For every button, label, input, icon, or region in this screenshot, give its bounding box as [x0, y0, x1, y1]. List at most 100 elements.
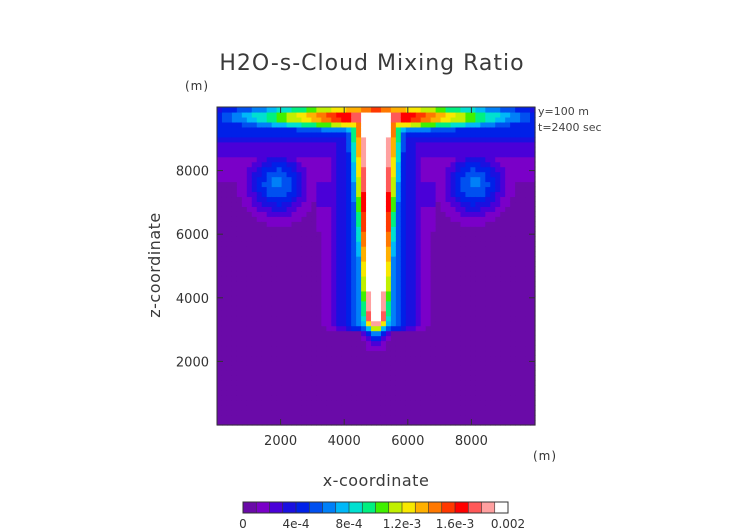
heatmap-cell — [385, 395, 392, 401]
heatmap-cell — [470, 290, 476, 297]
heatmap-cell — [390, 290, 397, 297]
heatmap-cell — [425, 335, 432, 342]
heatmap-cell — [495, 216, 501, 222]
heatmap-cell — [336, 116, 342, 123]
heatmap-cell — [445, 121, 452, 128]
heatmap-cell — [505, 231, 511, 237]
heatmap-cell — [261, 275, 268, 282]
x-unit-label: (m) — [533, 449, 557, 463]
heatmap-cell — [341, 280, 347, 287]
heatmap-cell — [301, 335, 308, 342]
heatmap-cell — [505, 310, 511, 317]
heatmap-cell — [241, 236, 248, 242]
heatmap-cell — [525, 116, 531, 123]
heatmap-cell — [271, 400, 278, 406]
heatmap-cell — [356, 290, 362, 297]
heatmap-cell — [520, 246, 526, 252]
heatmap-cell — [475, 107, 481, 113]
colorbar-swatch — [441, 502, 456, 513]
heatmap-cell — [251, 270, 258, 277]
heatmap-cell — [281, 136, 288, 143]
heatmap-cell — [455, 186, 462, 193]
heatmap-cell — [420, 266, 427, 272]
heatmap-cell — [440, 295, 447, 302]
heatmap-cell — [425, 355, 432, 362]
heatmap-cell — [515, 335, 521, 342]
heatmap-cell — [495, 181, 501, 188]
heatmap-cell — [336, 385, 342, 391]
heatmap-cell — [331, 226, 337, 232]
heatmap-cell — [341, 395, 347, 401]
heatmap-cell — [500, 241, 506, 247]
heatmap-cell — [380, 340, 387, 347]
heatmap-cell — [261, 126, 268, 133]
heatmap-cell — [231, 325, 238, 332]
heatmap-cell — [261, 310, 268, 317]
heatmap-cell — [485, 290, 491, 297]
heatmap-cell — [410, 305, 417, 312]
heatmap-cell — [231, 290, 238, 297]
heatmap-cell — [336, 350, 342, 357]
heatmap-cell — [266, 405, 273, 411]
heatmap-cell — [505, 385, 511, 391]
heatmap-cell — [346, 226, 352, 232]
heatmap-cell — [485, 107, 491, 113]
heatmap-cell — [341, 365, 347, 371]
heatmap-cell — [371, 410, 377, 416]
heatmap-cell — [500, 270, 506, 277]
heatmap-cell — [251, 256, 258, 262]
heatmap-cell — [430, 350, 437, 357]
heatmap-cell — [311, 375, 317, 381]
heatmap-cell — [510, 236, 516, 242]
heatmap-cell — [410, 231, 417, 237]
heatmap-cell — [371, 295, 377, 302]
heatmap-cell — [430, 256, 437, 262]
heatmap-cell — [291, 355, 298, 362]
heatmap-cell — [256, 315, 263, 322]
heatmap-cell — [251, 370, 258, 376]
heatmap-cell — [361, 420, 367, 426]
heatmap-cell — [485, 166, 491, 173]
heatmap-cell — [385, 121, 392, 128]
heatmap-cell — [341, 136, 347, 143]
heatmap-cell — [336, 166, 342, 173]
heatmap-cell — [460, 350, 467, 357]
heatmap-cell — [341, 176, 347, 183]
y-axis-label: z-coordinate — [145, 212, 164, 318]
heatmap-cell — [405, 126, 412, 133]
heatmap-cell — [321, 355, 327, 362]
heatmap-cell — [445, 231, 452, 237]
heatmap-cell — [231, 216, 238, 222]
heatmap-cell — [505, 360, 511, 366]
heatmap-cell — [500, 146, 506, 153]
heatmap-cell — [435, 181, 442, 188]
heatmap-cell — [356, 191, 362, 198]
heatmap-cell — [490, 370, 496, 376]
heatmap-cell — [251, 241, 258, 247]
heatmap-cell — [241, 136, 248, 143]
heatmap-cell — [221, 216, 228, 222]
heatmap-cell — [515, 261, 521, 267]
heatmap-cell — [256, 335, 263, 342]
heatmap-cell — [425, 295, 432, 302]
heatmap-cell — [455, 300, 462, 307]
heatmap-cell — [515, 410, 521, 416]
heatmap-cell — [231, 380, 238, 386]
heatmap-cell — [336, 161, 342, 168]
heatmap-cell — [221, 256, 228, 262]
heatmap-cell — [390, 196, 397, 203]
heatmap-cell — [281, 141, 288, 148]
heatmap-cell — [231, 415, 238, 421]
heatmap-cell — [470, 266, 476, 272]
heatmap-cell — [361, 256, 367, 262]
heatmap-cell — [231, 400, 238, 406]
heatmap-cell — [366, 236, 372, 242]
heatmap-cell — [271, 280, 278, 287]
heatmap-cell — [435, 186, 442, 193]
heatmap-cell — [246, 335, 253, 342]
heatmap-cell — [475, 211, 481, 217]
heatmap-cell — [271, 266, 278, 272]
heatmap-cell — [445, 211, 452, 217]
heatmap-cell — [371, 121, 377, 128]
heatmap-cell — [281, 121, 288, 128]
